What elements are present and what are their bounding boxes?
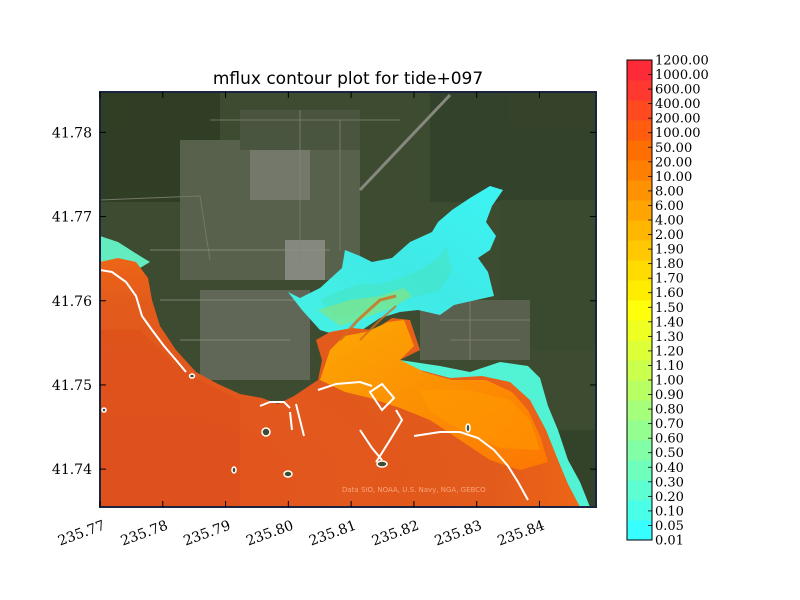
colorbar-segment xyxy=(627,200,652,221)
map-area: Data SIO, NOAA, U.S. Navy, NGA, GEBCO xyxy=(100,92,596,507)
colorbar-label: 0.05 xyxy=(655,519,684,534)
colorbar-segment xyxy=(627,100,652,121)
colorbar-frame xyxy=(626,59,653,541)
colorbar-label: 600.00 xyxy=(655,83,701,98)
y-tick-label: 41.76 xyxy=(52,294,92,310)
colorbar-label: 200.00 xyxy=(655,112,701,127)
colorbar-label: 1000.00 xyxy=(655,68,709,83)
y-tick-label: 41.77 xyxy=(52,210,92,226)
x-tick-label: 235.84 xyxy=(495,518,547,550)
colorbar-label: 100.00 xyxy=(655,126,701,141)
shore-cyan-band-east xyxy=(400,360,590,507)
x-tick-label: 235.78 xyxy=(119,518,171,550)
colorbar-label: 0.80 xyxy=(655,403,684,418)
colorbar-segment xyxy=(627,340,652,361)
colorbar-label: 1.80 xyxy=(655,257,684,272)
shorelines xyxy=(100,269,529,501)
colorbar-segment xyxy=(627,140,652,161)
colorbar-segment xyxy=(627,160,652,181)
colorbar-label: 0.20 xyxy=(655,490,684,505)
bay-gradient-overlay xyxy=(420,390,540,450)
colorbar-label: 20.00 xyxy=(655,155,692,170)
colorbar-segment xyxy=(627,120,652,141)
colorbar-segment xyxy=(627,400,652,421)
colorbar-label: 2.00 xyxy=(655,228,684,243)
x-tick-label: 235.77 xyxy=(56,518,108,550)
colorbar-label: 1.70 xyxy=(655,272,684,287)
colorbar-label: 0.90 xyxy=(655,388,684,403)
colorbar-label: 6.00 xyxy=(655,199,684,214)
colorbar-label: 50.00 xyxy=(655,141,692,156)
colorbar-segment xyxy=(627,420,652,441)
colorbar-label: 0.40 xyxy=(655,461,684,476)
colorbar-segment xyxy=(627,260,652,281)
colorbar-label: 400.00 xyxy=(655,97,701,112)
colorbar-label: 1200.00 xyxy=(655,54,709,69)
colorbar-label: 1.10 xyxy=(655,359,684,374)
x-tick-label: 235.81 xyxy=(307,518,359,550)
chart-title: mflux contour plot for tide+097 xyxy=(213,69,483,89)
y-tick-label: 41.78 xyxy=(52,125,92,141)
sea-darker-band xyxy=(100,330,240,507)
x-tick-label: 235.82 xyxy=(370,518,422,550)
colorbar-segment xyxy=(627,300,652,321)
colorbar-label: 1.60 xyxy=(655,286,684,301)
colorbar: 0.010.050.100.200.300.400.500.600.700.80… xyxy=(626,54,709,549)
colorbar-label: 0.60 xyxy=(655,432,684,447)
colorbar-segment xyxy=(627,480,652,501)
x-tick-label: 235.83 xyxy=(433,518,485,550)
x-tick-label: 235.80 xyxy=(244,518,296,550)
colorbar-segment xyxy=(627,240,652,261)
colorbar-segment xyxy=(627,80,652,101)
basemap-credit: Data SIO, NOAA, U.S. Navy, NGA, GEBCO xyxy=(342,486,486,494)
land-texture xyxy=(100,92,596,507)
colorbar-label: 8.00 xyxy=(655,184,684,199)
colorbar-label: 1.00 xyxy=(655,374,684,389)
colorbar-label: 0.50 xyxy=(655,446,684,461)
colorbar-label: 1.90 xyxy=(655,243,684,258)
x-tick-label: 235.79 xyxy=(181,518,233,550)
colorbar-segment xyxy=(627,60,652,81)
colorbar-label: 1.20 xyxy=(655,344,684,359)
colorbar-label: 0.70 xyxy=(655,417,684,432)
colorbar-label: 0.10 xyxy=(655,504,684,519)
colorbar-label: 1.50 xyxy=(655,301,684,316)
colorbar-segment xyxy=(627,440,652,461)
channel-line xyxy=(359,305,397,341)
colorbar-label: 0.30 xyxy=(655,475,684,490)
colorbar-segment xyxy=(627,320,652,341)
colorbar-segment xyxy=(627,460,652,481)
channel-line xyxy=(338,294,397,342)
shoreline-islands xyxy=(101,373,471,478)
y-axis: 41.74 41.75 41.76 41.77 41.78 xyxy=(52,125,596,478)
colorbar-segment xyxy=(627,520,652,541)
colorbar-segment xyxy=(627,380,652,401)
y-tick-label: 41.75 xyxy=(52,378,92,394)
colorbar-label: 0.01 xyxy=(655,534,684,549)
axes-frame xyxy=(99,91,597,508)
colorbar-segment xyxy=(627,500,652,521)
colorbar-segment xyxy=(627,280,652,301)
colorbar-segment xyxy=(627,180,652,201)
colorbar-label: 10.00 xyxy=(655,170,692,185)
colorbar-segment xyxy=(627,360,652,381)
y-tick-label: 41.74 xyxy=(52,462,92,478)
colorbar-label: 4.00 xyxy=(655,214,684,229)
colorbar-label: 1.30 xyxy=(655,330,684,345)
colorbar-label: 1.40 xyxy=(655,315,684,330)
colorbar-segment xyxy=(627,220,652,241)
